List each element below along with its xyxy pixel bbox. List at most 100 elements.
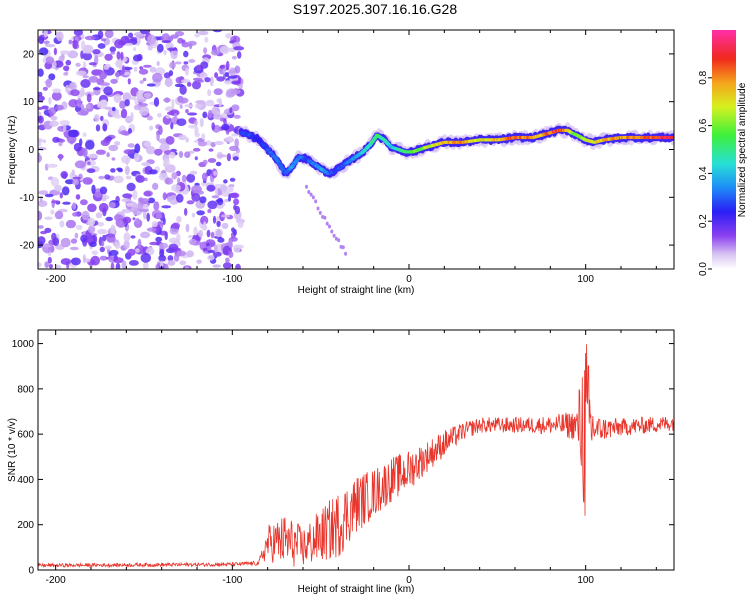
noise-blob (200, 215, 209, 225)
x-tick-label: 0 (406, 274, 412, 285)
noise-blob (225, 257, 230, 263)
noise-blob (99, 186, 108, 195)
noise-blob (95, 212, 103, 219)
noise-blob (184, 266, 189, 269)
y-tick-label: 200 (17, 520, 34, 531)
noise-blob (186, 200, 195, 205)
noise-blob (153, 201, 160, 211)
noise-blob (200, 61, 209, 69)
noise-blob (117, 168, 123, 173)
ridge-tail (321, 214, 325, 219)
noise-blob (139, 80, 144, 84)
noise-blob (221, 214, 230, 218)
noise-blob (65, 59, 72, 66)
noise-blob (184, 104, 194, 108)
noise-blob (168, 243, 179, 252)
colorbar-tick-label: 0.4 (698, 166, 709, 180)
noise-blob (43, 40, 50, 45)
noise-blob (121, 198, 131, 202)
noise-blob (211, 106, 218, 115)
noise-blob (122, 193, 133, 199)
noise-blob (122, 92, 132, 102)
noise-blob (65, 84, 70, 93)
noise-blob (163, 158, 170, 166)
noise-blob (153, 97, 160, 107)
noise-blob (230, 192, 240, 199)
noise-blob (121, 65, 125, 75)
noise-blob (170, 34, 179, 39)
noise-blob (47, 256, 52, 264)
ridge-tail (334, 236, 338, 241)
noise-blob (110, 262, 115, 269)
noise-blob (170, 200, 176, 205)
noise-blob (71, 169, 75, 177)
noise-blob (88, 76, 99, 83)
noise-blob (70, 257, 81, 266)
noise-blob (135, 248, 140, 253)
spectrogram-x-label: Height of straight line (km) (298, 285, 415, 296)
spectrogram-y-ticks: -20 -10 0 10 20 (20, 49, 674, 252)
noise-blob (142, 262, 149, 269)
noise-blob (128, 260, 139, 266)
noise-blob (104, 106, 112, 110)
noise-blob (38, 225, 44, 229)
noise-blob (223, 80, 233, 85)
noise-blob (38, 106, 44, 111)
noise-blob (169, 151, 176, 159)
noise-blob (44, 193, 54, 198)
noise-blob (82, 177, 93, 185)
noise-blob (216, 98, 222, 103)
noise-blob (38, 95, 45, 102)
noise-blob (191, 212, 196, 218)
noise-blob (82, 147, 88, 158)
noise-blob (136, 89, 147, 100)
noise-blob (221, 123, 230, 131)
snr-x-label: Height of straight line (km) (298, 584, 415, 595)
noise-blob (199, 196, 207, 204)
noise-blob (42, 244, 52, 248)
noise-blob (87, 161, 91, 165)
x-tick-label: -100 (222, 575, 242, 586)
noise-blob (171, 184, 181, 192)
noise-blob (48, 97, 52, 105)
ridge-tail (318, 210, 322, 215)
noise-blob (170, 49, 178, 60)
noise-blob (130, 112, 134, 122)
noise-blob (64, 179, 75, 185)
noise-blob (216, 220, 221, 228)
noise-blob (158, 254, 166, 262)
noise-blob (196, 64, 202, 71)
noise-blob (215, 161, 222, 167)
noise-blob (196, 79, 204, 83)
noise-blob (184, 207, 188, 216)
noise-blob (227, 75, 238, 79)
noise-blob (110, 78, 118, 84)
noise-blob (199, 117, 204, 128)
noise-blob (211, 49, 220, 56)
noise-blob (149, 125, 154, 131)
noise-blob (63, 72, 69, 76)
noise-blob (132, 54, 142, 62)
noise-blob (233, 198, 240, 206)
noise-blob (165, 115, 171, 119)
noise-blob (238, 84, 243, 89)
noise-blob (38, 200, 48, 207)
noise-blob (122, 208, 129, 213)
noise-blob (91, 184, 96, 195)
noise-blob (86, 168, 96, 173)
noise-blob (219, 65, 226, 69)
noise-blob (149, 66, 157, 73)
noise-blob (212, 251, 222, 257)
noise-blob (124, 165, 130, 176)
noise-blob (120, 108, 128, 119)
noise-blob (50, 177, 60, 187)
noise-blob (185, 67, 189, 76)
noise-blob (212, 30, 223, 33)
noise-blob (103, 64, 110, 70)
noise-blob (123, 71, 131, 76)
noise-blob (111, 157, 116, 161)
noise-blob (82, 75, 89, 79)
noise-blob (146, 227, 157, 232)
noise-blob (115, 262, 121, 269)
